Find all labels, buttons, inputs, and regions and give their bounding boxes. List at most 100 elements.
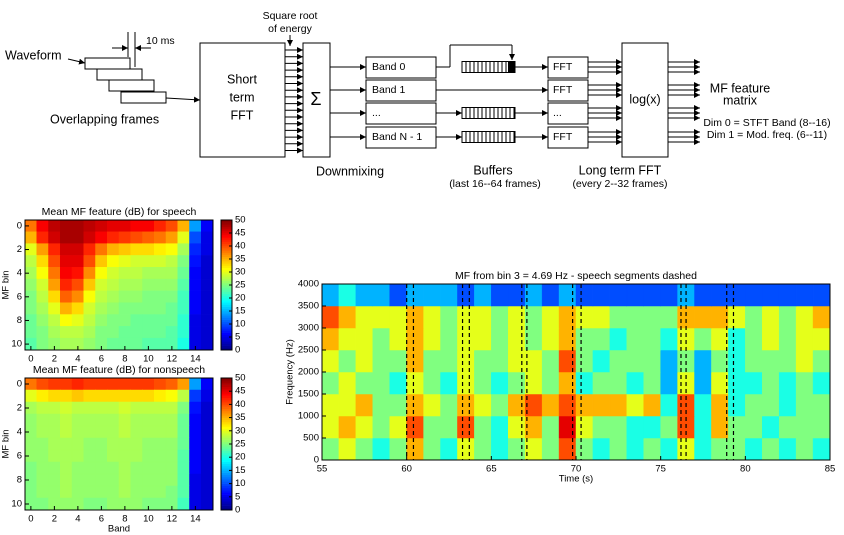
cell <box>541 371 560 395</box>
cell <box>711 415 729 439</box>
cell <box>107 389 120 403</box>
x-tick-label: 65 <box>486 464 497 475</box>
cell <box>36 449 49 463</box>
cell <box>130 413 143 427</box>
cell <box>95 401 108 415</box>
cell <box>118 243 131 256</box>
label: term <box>230 90 255 104</box>
cell <box>60 377 73 391</box>
x-tick-label: 0 <box>28 354 33 365</box>
cell <box>355 371 374 395</box>
cell <box>71 377 84 391</box>
cell <box>107 485 120 499</box>
cell <box>423 349 441 373</box>
cell <box>201 231 214 244</box>
colorbar-step <box>221 424 232 427</box>
cell <box>130 219 143 233</box>
cell <box>592 371 611 395</box>
cell <box>321 371 340 395</box>
cell <box>130 255 143 268</box>
cell <box>107 497 120 511</box>
cell <box>406 349 424 373</box>
cell <box>575 349 594 373</box>
cell <box>83 278 96 292</box>
colorbar-step <box>221 285 232 288</box>
cell <box>406 437 424 461</box>
cell <box>154 337 167 351</box>
cell <box>60 255 73 268</box>
cell <box>440 305 458 329</box>
cell <box>36 401 49 415</box>
sum-box <box>302 42 331 158</box>
colorbar-tick-label: 25 <box>235 280 246 291</box>
cell <box>36 243 49 256</box>
cell <box>508 349 526 373</box>
cell <box>440 349 458 373</box>
x-tick-label: 60 <box>401 464 412 475</box>
cell <box>338 415 357 439</box>
cell <box>60 302 73 315</box>
colorbar-step <box>221 241 232 245</box>
y-tick-label: 2 <box>17 403 22 414</box>
x-tick-label: 14 <box>190 514 201 525</box>
frame <box>96 68 143 81</box>
cell <box>189 401 202 415</box>
cell <box>389 327 407 351</box>
label: Band 0 <box>372 61 405 73</box>
cell <box>36 255 49 268</box>
cell <box>558 437 577 461</box>
cell <box>71 485 84 499</box>
cell <box>575 393 594 417</box>
cell <box>60 401 73 415</box>
cell <box>48 485 61 499</box>
cell <box>660 437 678 461</box>
cell <box>24 437 37 451</box>
cell <box>107 461 120 475</box>
colorbar-step <box>221 384 232 388</box>
cell <box>177 389 190 403</box>
cell <box>107 231 120 244</box>
cell <box>177 497 190 511</box>
cell <box>643 349 661 373</box>
cell <box>575 437 594 461</box>
y-axis-label: Frequency (Hz) <box>285 339 296 404</box>
cell <box>457 327 475 351</box>
cell <box>321 327 340 351</box>
cell <box>24 231 37 244</box>
colorbar-step <box>221 433 232 436</box>
cell <box>189 377 202 391</box>
cell <box>71 449 84 463</box>
cell <box>107 425 120 439</box>
x-tick-label: 85 <box>825 464 836 475</box>
y-tick-label: 1500 <box>298 389 319 400</box>
cell <box>107 219 120 233</box>
cell <box>423 371 441 395</box>
cell <box>201 377 214 391</box>
cell <box>83 231 96 244</box>
cell <box>107 413 120 427</box>
cell <box>130 425 143 439</box>
cell <box>71 243 84 256</box>
cell <box>130 377 143 391</box>
cell <box>83 461 96 475</box>
cell <box>165 231 178 244</box>
cell <box>524 415 543 439</box>
cell <box>118 413 131 427</box>
cell <box>165 437 178 451</box>
cell <box>389 283 407 307</box>
x-tick-label: 6 <box>99 354 104 365</box>
cell <box>694 283 712 307</box>
cell <box>165 243 178 256</box>
cell <box>154 485 167 499</box>
cell <box>812 327 831 351</box>
colorbar-step <box>221 466 232 469</box>
cell <box>118 485 131 499</box>
cell <box>389 349 407 373</box>
cell <box>338 305 357 329</box>
cell <box>189 219 202 233</box>
cell <box>48 290 61 303</box>
cell <box>558 415 577 439</box>
cell <box>524 437 543 461</box>
cell <box>491 327 509 351</box>
cell <box>508 305 526 329</box>
